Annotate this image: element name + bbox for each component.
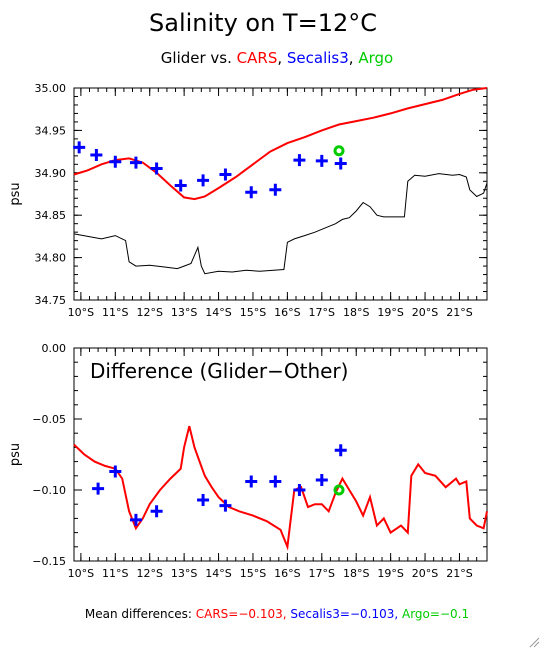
cars-series-line [73, 87, 488, 201]
x-tick-label: 18°S [343, 306, 369, 319]
secalis3-point [92, 482, 105, 495]
secalis3-point [245, 186, 258, 199]
footer-item: Secalis3=−0.103, [290, 607, 402, 621]
secalis3-point [269, 183, 282, 196]
x-tick-label: 21°S [446, 306, 472, 319]
x-tick-label: 15°S [240, 306, 266, 319]
secalis3-point [150, 505, 163, 518]
x-tick-label: 19°S [377, 306, 403, 319]
x-tick-label: 13°S [171, 567, 197, 580]
secalis3-point [315, 474, 328, 487]
x-tick-label: 15°S [240, 567, 266, 580]
y-tick-label: 34.90 [35, 167, 67, 180]
x-tick-label: 16°S [274, 567, 300, 580]
subtitle-separator: , [277, 49, 287, 67]
y-axis-label: psu [8, 443, 23, 466]
secalis3-point [174, 179, 187, 192]
x-tick-label: 18°S [343, 567, 369, 580]
secalis3-point [150, 162, 163, 175]
y-tick-label: 35.00 [35, 82, 67, 95]
subtitle-item-secalis3: Secalis3 [287, 49, 349, 67]
secalis3-point [219, 499, 232, 512]
x-tick-label: 21°S [446, 567, 472, 580]
x-tick-label: 17°S [309, 306, 335, 319]
chart-title: Salinity on T=12°C [149, 9, 377, 37]
plot-frame [73, 87, 488, 301]
y-tick-label: 0.00 [42, 342, 67, 355]
secalis3-point [197, 174, 210, 187]
cars-series-line [73, 425, 488, 551]
argo-point [333, 484, 345, 496]
secalis3-point [73, 141, 86, 154]
footer-lead: Mean differences: [85, 607, 196, 621]
glider-series-line [73, 173, 488, 275]
x-tick-label: 17°S [309, 567, 335, 580]
panel-title: Difference (Glider−Other) [90, 359, 348, 383]
secalis3-point [245, 475, 258, 488]
x-tick-label: 14°S [205, 306, 231, 319]
resize-grip-icon[interactable] [528, 636, 540, 648]
x-tick-label: 12°S [136, 306, 162, 319]
y-tick-label: −0.15 [32, 555, 66, 568]
secalis3-point [219, 168, 232, 181]
mean-differences-caption: Mean differences: CARS=−0.103, Secalis3=… [85, 607, 469, 621]
secalis3-point [129, 156, 142, 169]
footer-item: CARS=−0.103, [196, 607, 291, 621]
plot-frame [73, 347, 488, 562]
y-tick-label: −0.10 [32, 484, 66, 497]
footer-item: Argo=−0.1 [402, 607, 469, 621]
secalis3-point [334, 157, 347, 170]
x-tick-label: 12°S [136, 567, 162, 580]
subtitle-separator: , [349, 49, 359, 67]
salinity-panel: 34.75 34.80 34.85 34.90 34.95 35.00 10°S 11°S 12… [8, 82, 488, 319]
subtitle-item-cars: CARS [237, 49, 278, 67]
y-tick-label: 34.95 [35, 124, 67, 137]
y-tick-label: 34.80 [35, 252, 67, 265]
difference-panel: −0.15 −0.10 −0.05 0.00 10°S 11°S 12°S 13°S 14°S 1… [8, 342, 488, 580]
y-tick-label: 34.75 [35, 294, 67, 307]
y-tick-label: 34.85 [35, 209, 67, 222]
x-tick-label: 11°S [102, 567, 128, 580]
x-tick-label: 20°S [412, 306, 438, 319]
secalis3-point [129, 513, 142, 526]
secalis3-point [109, 465, 122, 478]
x-tick-label: 11°S [102, 306, 128, 319]
secalis3-point [109, 155, 122, 168]
x-tick-label: 10°S [68, 306, 94, 319]
argo-point [333, 145, 345, 157]
secalis3-point [197, 493, 210, 506]
secalis3-point [293, 484, 306, 496]
secalis3-point [293, 154, 306, 167]
x-tick-label: 19°S [377, 567, 403, 580]
secalis3-point [315, 154, 328, 167]
secalis3-point [334, 444, 347, 457]
x-tick-label: 13°S [171, 306, 197, 319]
subtitle-item-argo: Argo [358, 49, 393, 67]
secalis3-point [269, 475, 282, 488]
subtitle-lead: Glider vs. [161, 49, 237, 67]
secalis3-point [90, 148, 103, 161]
x-tick-label: 10°S [68, 567, 94, 580]
x-tick-label: 16°S [274, 306, 300, 319]
chart-subtitle: Glider vs. CARS, Secalis3, Argo [161, 49, 393, 67]
x-tick-label: 14°S [205, 567, 231, 580]
x-tick-label: 20°S [412, 567, 438, 580]
y-axis-label: psu [8, 182, 23, 205]
y-tick-label: −0.05 [32, 413, 66, 426]
